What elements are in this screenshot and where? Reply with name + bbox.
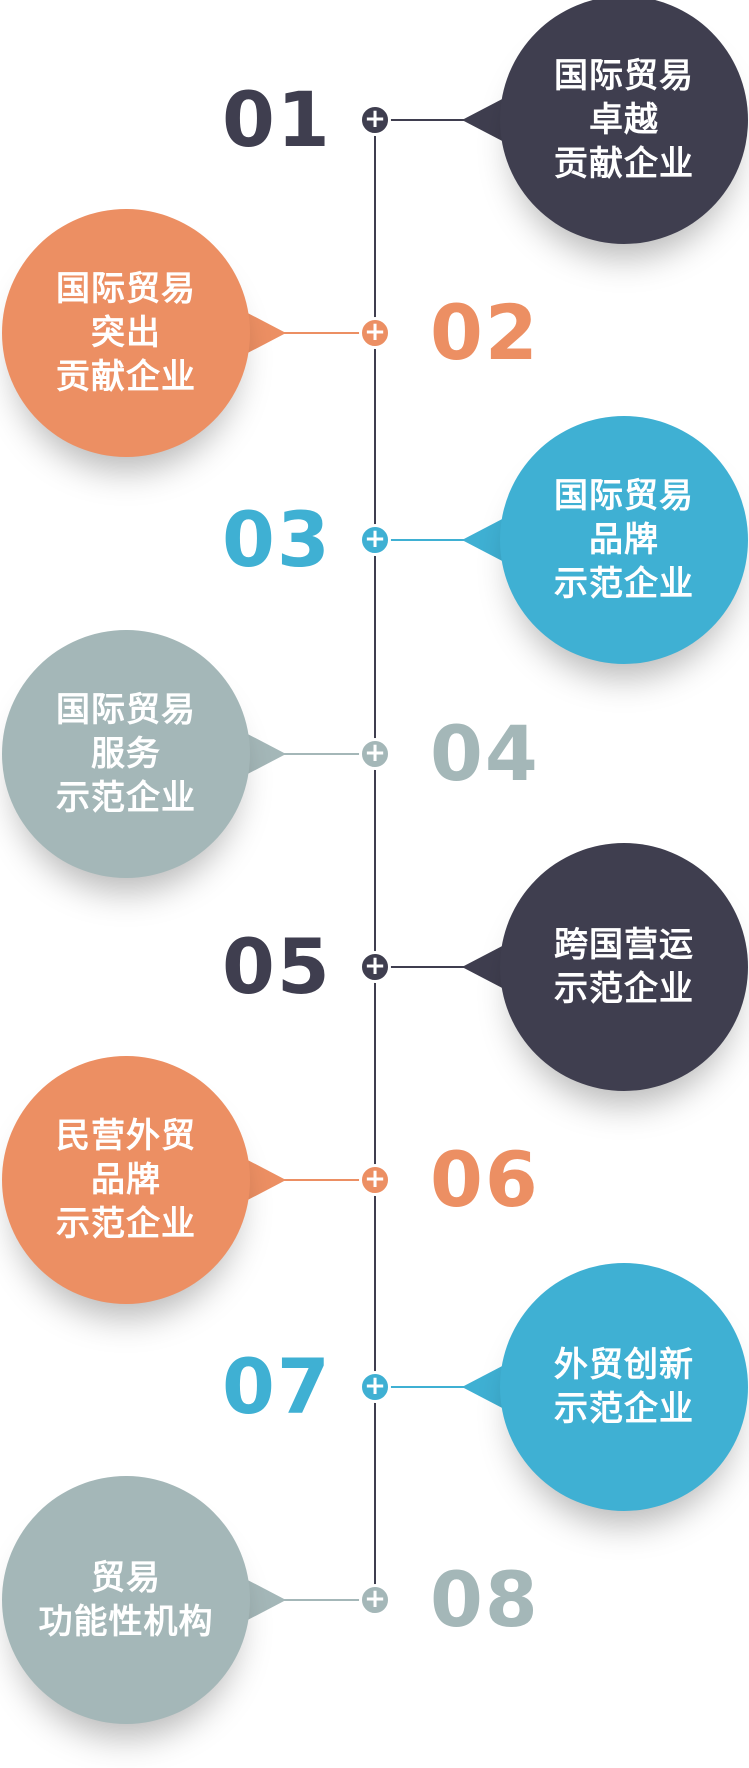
bubble-text-line: 服务: [91, 734, 161, 774]
bubble-text-line: 示范企业: [554, 969, 694, 1009]
plus-icon: +: [359, 738, 391, 770]
timeline-item-05: + 05 跨国营运 示范企业: [0, 843, 749, 1091]
item-number: 04: [430, 709, 540, 798]
bubble-text-line: 示范企业: [56, 778, 196, 818]
bubble-text-line: 国际贸易: [56, 269, 196, 309]
plus-icon: +: [359, 951, 391, 983]
bubble-text-line: 跨国营运: [554, 925, 694, 965]
bubble-text-line: 国际贸易: [554, 476, 694, 516]
timeline-item-08: + 08 贸易 功能性机构: [0, 1476, 749, 1724]
bubble-text-line: 品牌: [91, 1160, 161, 1200]
plus-icon: +: [359, 1164, 391, 1196]
timeline-item-07: + 07 外贸创新 示范企业: [0, 1263, 749, 1511]
bubble-text-line: 功能性机构: [38, 1602, 214, 1642]
connector-line: [246, 1599, 376, 1601]
bubble-text-line: 贡献企业: [56, 357, 196, 397]
connector-line: [375, 1386, 505, 1388]
bubble-text-line: 贡献企业: [554, 144, 694, 184]
category-bubble: 国际贸易 卓越 贡献企业: [500, 0, 748, 244]
connector-line: [375, 539, 505, 541]
connector-line: [246, 332, 376, 334]
connector-line: [246, 1179, 376, 1181]
item-number: 01: [222, 75, 332, 164]
item-number: 02: [430, 288, 540, 377]
connector-line: [246, 753, 376, 755]
bubble-text-line: 外贸创新: [554, 1345, 694, 1385]
bubble-text-line: 示范企业: [554, 1389, 694, 1429]
bubble-text-line: 突出: [91, 313, 161, 353]
category-bubble: 贸易 功能性机构: [2, 1476, 250, 1724]
timeline-item-06: + 06 民营外贸 品牌 示范企业: [0, 1056, 749, 1304]
category-bubble: 国际贸易 品牌 示范企业: [500, 416, 748, 664]
item-number: 03: [222, 495, 332, 584]
timeline-item-04: + 04 国际贸易 服务 示范企业: [0, 630, 749, 878]
plus-icon: +: [359, 104, 391, 136]
bubble-text-line: 品牌: [589, 520, 659, 560]
bubble-text-line: 示范企业: [56, 1204, 196, 1244]
item-number: 08: [430, 1555, 540, 1644]
connector-line: [375, 119, 505, 121]
bubble-text-line: 贸易: [91, 1558, 161, 1598]
bubble-text-line: 国际贸易: [56, 690, 196, 730]
bubble-text-line: 卓越: [589, 100, 659, 140]
plus-icon: +: [359, 1584, 391, 1616]
timeline-item-02: + 02 国际贸易 突出 贡献企业: [0, 209, 749, 457]
category-bubble: 国际贸易 服务 示范企业: [2, 630, 250, 878]
timeline-item-01: + 01 国际贸易 卓越 贡献企业: [0, 0, 749, 244]
connector-line: [375, 966, 505, 968]
bubble-text-line: 示范企业: [554, 564, 694, 604]
category-bubble: 跨国营运 示范企业: [500, 843, 748, 1091]
plus-icon: +: [359, 317, 391, 349]
category-bubble: 民营外贸 品牌 示范企业: [2, 1056, 250, 1304]
timeline-line: [374, 120, 376, 1600]
bubble-text-line: 民营外贸: [56, 1116, 196, 1156]
plus-icon: +: [359, 524, 391, 556]
category-bubble: 国际贸易 突出 贡献企业: [2, 209, 250, 457]
item-number: 07: [222, 1342, 332, 1431]
category-bubble: 外贸创新 示范企业: [500, 1263, 748, 1511]
item-number: 05: [222, 922, 332, 1011]
timeline-item-03: + 03 国际贸易 品牌 示范企业: [0, 416, 749, 664]
bubble-text-line: 国际贸易: [554, 56, 694, 96]
plus-icon: +: [359, 1371, 391, 1403]
item-number: 06: [430, 1135, 540, 1224]
